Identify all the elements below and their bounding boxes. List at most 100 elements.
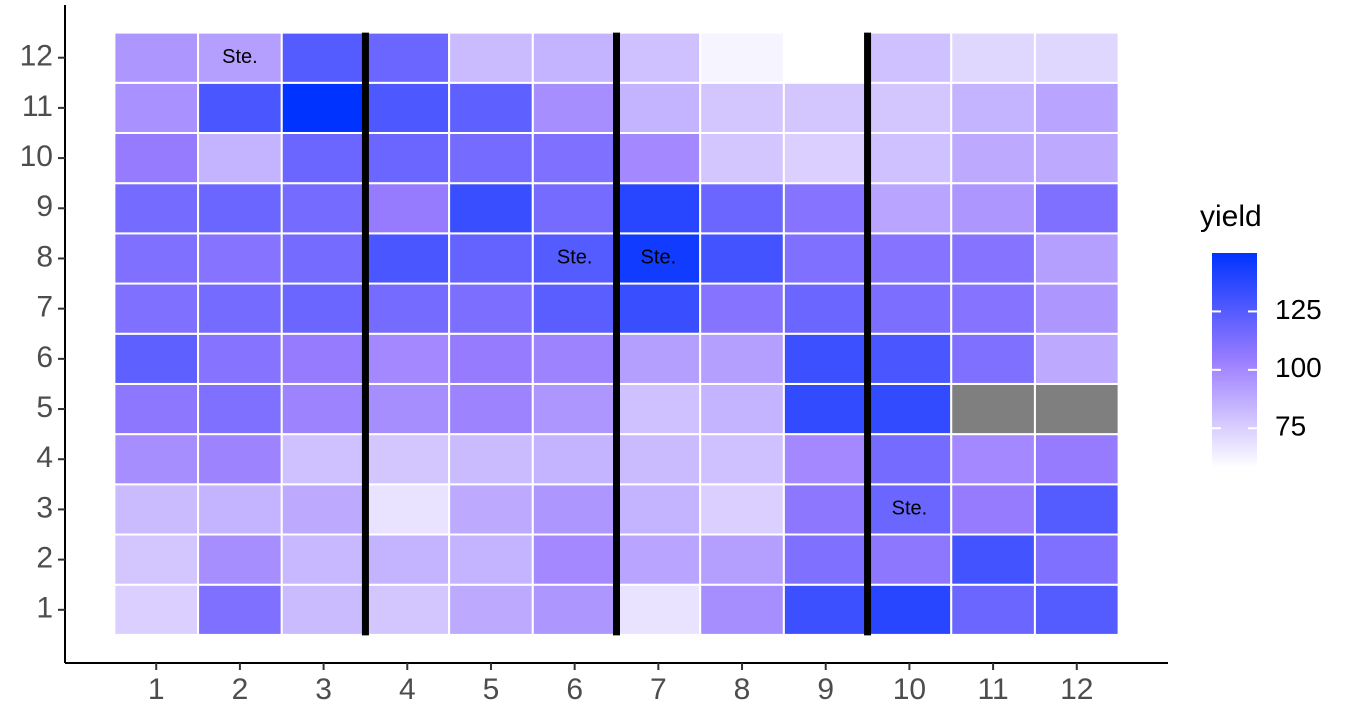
tile bbox=[1033, 81, 1120, 134]
tile bbox=[448, 533, 534, 586]
tile bbox=[866, 31, 953, 84]
tile bbox=[531, 332, 618, 385]
tile bbox=[197, 533, 283, 586]
tile bbox=[950, 81, 1036, 134]
tile bbox=[113, 232, 200, 285]
tile bbox=[197, 332, 283, 385]
tile bbox=[615, 131, 702, 185]
tile bbox=[531, 81, 618, 134]
x-tick-label: 4 bbox=[399, 673, 416, 706]
tile bbox=[197, 483, 283, 536]
tile bbox=[866, 131, 953, 185]
y-tick-label: 8 bbox=[36, 240, 53, 273]
tile bbox=[950, 282, 1036, 335]
tile bbox=[866, 81, 953, 134]
annotation: Ste. bbox=[641, 247, 677, 269]
tile bbox=[615, 433, 702, 486]
y-tick-label: 6 bbox=[36, 341, 53, 374]
tile bbox=[1033, 583, 1120, 636]
tile bbox=[782, 382, 869, 436]
tile bbox=[950, 232, 1036, 285]
x-tick-label: 9 bbox=[817, 673, 834, 706]
tile bbox=[448, 332, 534, 385]
tile bbox=[866, 583, 953, 636]
tile bbox=[113, 131, 200, 185]
tile bbox=[531, 182, 618, 235]
tile bbox=[113, 282, 200, 335]
x-tick-label: 2 bbox=[232, 673, 249, 706]
tile bbox=[448, 382, 534, 436]
tile bbox=[699, 31, 785, 84]
tile bbox=[531, 131, 618, 185]
tile bbox=[531, 433, 618, 486]
tile bbox=[782, 433, 869, 486]
tile bbox=[1033, 332, 1120, 385]
tile bbox=[280, 332, 367, 385]
tile bbox=[950, 382, 1036, 436]
y-tick-label: 11 bbox=[22, 90, 53, 123]
tile bbox=[950, 433, 1036, 486]
tile bbox=[448, 31, 534, 84]
tile bbox=[280, 533, 367, 586]
tile bbox=[699, 483, 785, 536]
tile bbox=[615, 31, 702, 84]
tile bbox=[699, 433, 785, 486]
tile bbox=[113, 583, 200, 636]
y-tick-label: 7 bbox=[36, 291, 53, 324]
tile bbox=[448, 282, 534, 335]
x-tick-label: 6 bbox=[566, 673, 583, 706]
tile bbox=[615, 583, 702, 636]
tile bbox=[113, 483, 200, 536]
annotation: Ste. bbox=[222, 46, 258, 68]
tile bbox=[364, 232, 451, 285]
tile bbox=[782, 131, 869, 185]
y-tick-label: 3 bbox=[36, 491, 53, 524]
y-tick-label: 4 bbox=[36, 441, 53, 474]
tile bbox=[364, 483, 451, 536]
x-tick-label: 1 bbox=[148, 673, 165, 706]
tile bbox=[448, 583, 534, 636]
tile bbox=[699, 232, 785, 285]
tile bbox=[1033, 131, 1120, 185]
tile bbox=[782, 583, 869, 636]
tile bbox=[615, 332, 702, 385]
tile bbox=[364, 182, 451, 235]
tile bbox=[782, 533, 869, 586]
tile bbox=[113, 533, 200, 586]
tile bbox=[531, 382, 618, 436]
tile bbox=[699, 332, 785, 385]
tile bbox=[1033, 433, 1120, 486]
x-tick-label: 12 bbox=[1060, 673, 1093, 706]
tile bbox=[1033, 533, 1120, 586]
legend-tick-label: 125 bbox=[1275, 294, 1322, 325]
tile bbox=[615, 483, 702, 536]
tile bbox=[866, 282, 953, 335]
tile bbox=[280, 131, 367, 185]
tile bbox=[1033, 483, 1120, 536]
tile bbox=[866, 533, 953, 586]
tile bbox=[950, 533, 1036, 586]
tile bbox=[782, 232, 869, 285]
tile bbox=[280, 583, 367, 636]
tile bbox=[197, 382, 283, 436]
tile bbox=[113, 81, 200, 134]
y-tick-label: 9 bbox=[36, 190, 53, 223]
tile bbox=[197, 182, 283, 235]
tile bbox=[866, 232, 953, 285]
x-tick-label: 11 bbox=[978, 673, 1009, 706]
tile bbox=[280, 232, 367, 285]
tile bbox=[280, 81, 367, 134]
tile bbox=[531, 483, 618, 536]
tile bbox=[280, 282, 367, 335]
tile bbox=[615, 81, 702, 134]
y-tick-label: 1 bbox=[36, 592, 53, 625]
tile bbox=[113, 31, 200, 84]
tile bbox=[866, 182, 953, 235]
y-tick-label: 2 bbox=[36, 542, 53, 575]
tile bbox=[615, 282, 702, 335]
tile bbox=[866, 382, 953, 436]
tile bbox=[950, 583, 1036, 636]
tile bbox=[531, 282, 618, 335]
tile bbox=[280, 182, 367, 235]
